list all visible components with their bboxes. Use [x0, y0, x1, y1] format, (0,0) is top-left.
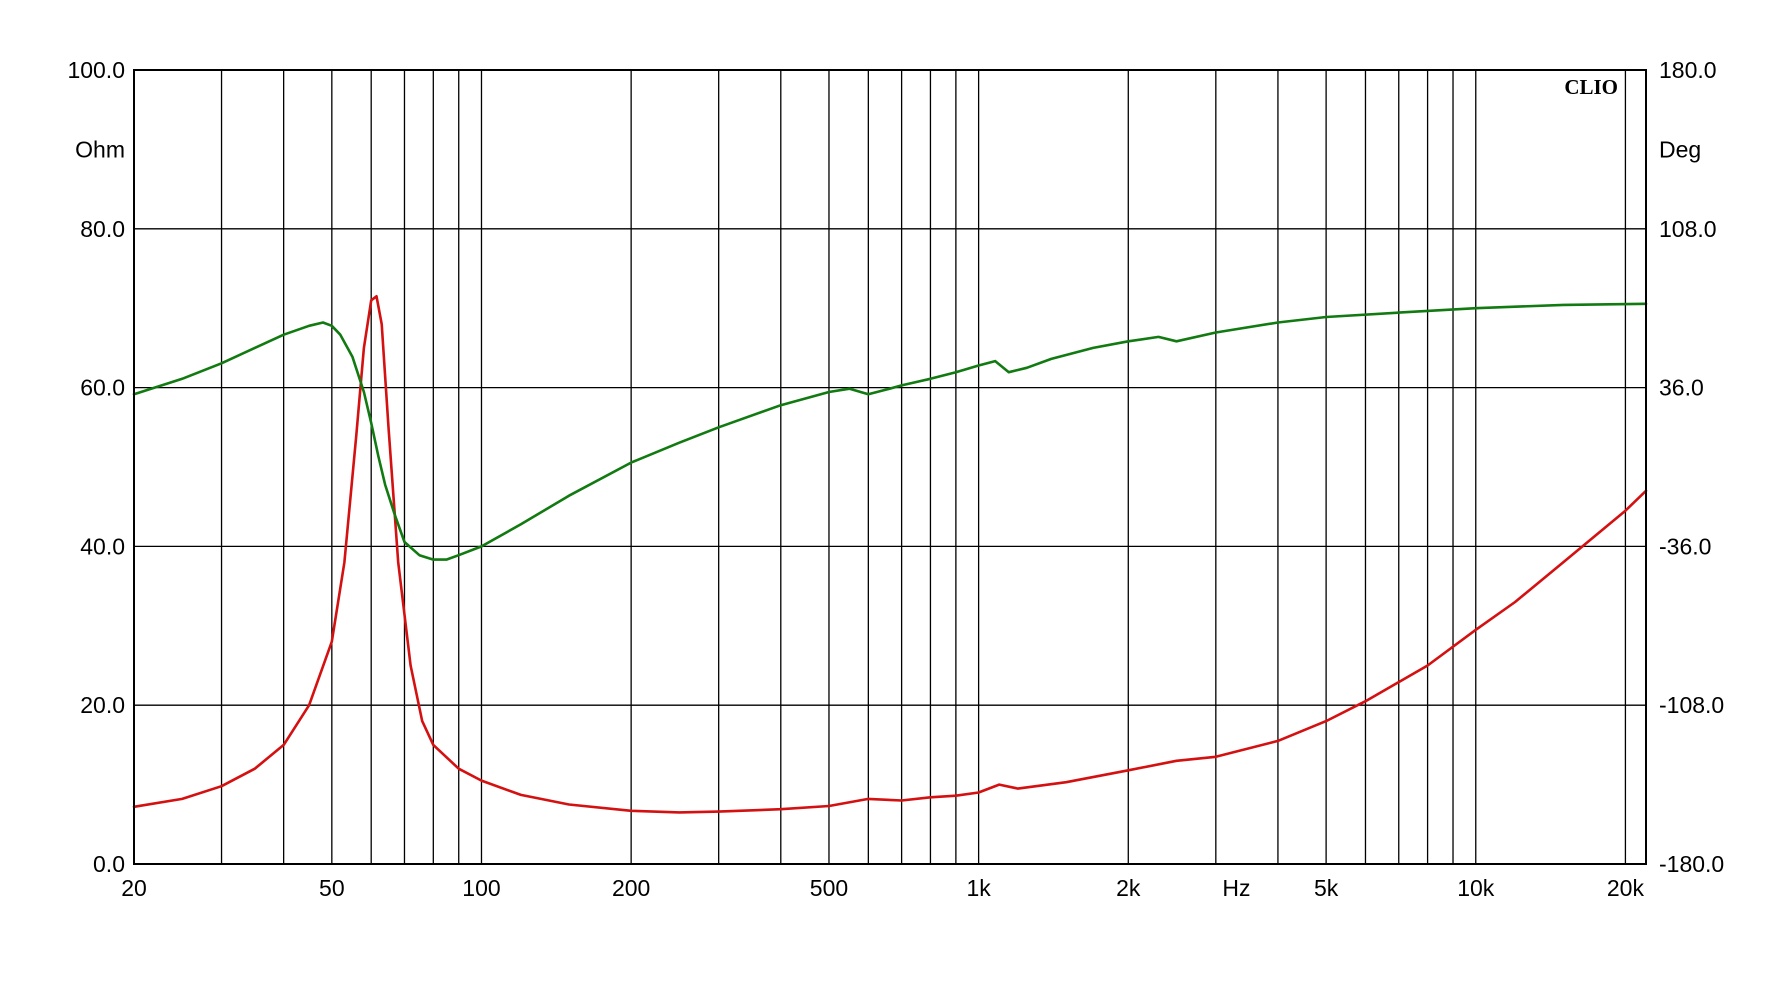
clio-logo-text: CLIO — [1564, 75, 1618, 99]
x-tick-label: 50 — [319, 875, 345, 901]
x-axis-ticks: 20 50 100 200 500 1k 2k 5k 10k 20k Hz — [121, 875, 1644, 901]
y-axis-left-label: Ohm — [75, 136, 125, 162]
x-tick-label: 20 — [121, 875, 147, 901]
x-tick-label: 100 — [462, 875, 500, 901]
x-tick-label: 20k — [1607, 875, 1645, 901]
grid-lines — [134, 69, 1646, 865]
x-tick-label: 200 — [612, 875, 650, 901]
y-tick-right-label: 180.0 — [1659, 57, 1717, 83]
x-axis-label: Hz — [1222, 875, 1250, 901]
y-tick-left-label: 60.0 — [80, 375, 125, 401]
x-tick-label: 5k — [1314, 875, 1339, 901]
y-tick-left-label: 80.0 — [80, 216, 125, 242]
y-axis-right-ticks: -180.0 -108.0 -36.0 36.0 108.0 180.0 — [1659, 57, 1724, 877]
y-tick-right-label: 36.0 — [1659, 375, 1704, 401]
x-tick-label: 1k — [966, 875, 991, 901]
y-tick-right-label: 108.0 — [1659, 216, 1717, 242]
x-tick-label: 500 — [810, 875, 848, 901]
phase-curve — [132, 302, 1648, 561]
y-axis-left-ticks: 0.0 20.0 40.0 60.0 80.0 100.0 — [67, 57, 125, 877]
impedance-curve — [132, 294, 1648, 814]
curves — [132, 294, 1648, 814]
y-axis-right-label: Deg — [1659, 136, 1701, 162]
y-tick-left-label: 100.0 — [67, 57, 125, 83]
y-tick-left-label: 40.0 — [80, 533, 125, 559]
plot-frame — [133, 69, 1647, 865]
y-tick-left-label: 0.0 — [93, 851, 125, 877]
y-tick-right-label: -108.0 — [1659, 692, 1724, 718]
y-tick-right-label: -180.0 — [1659, 851, 1724, 877]
x-tick-label: 2k — [1116, 875, 1141, 901]
x-tick-label: 10k — [1457, 875, 1495, 901]
y-tick-left-label: 20.0 — [80, 692, 125, 718]
y-tick-right-label: -36.0 — [1659, 533, 1711, 559]
